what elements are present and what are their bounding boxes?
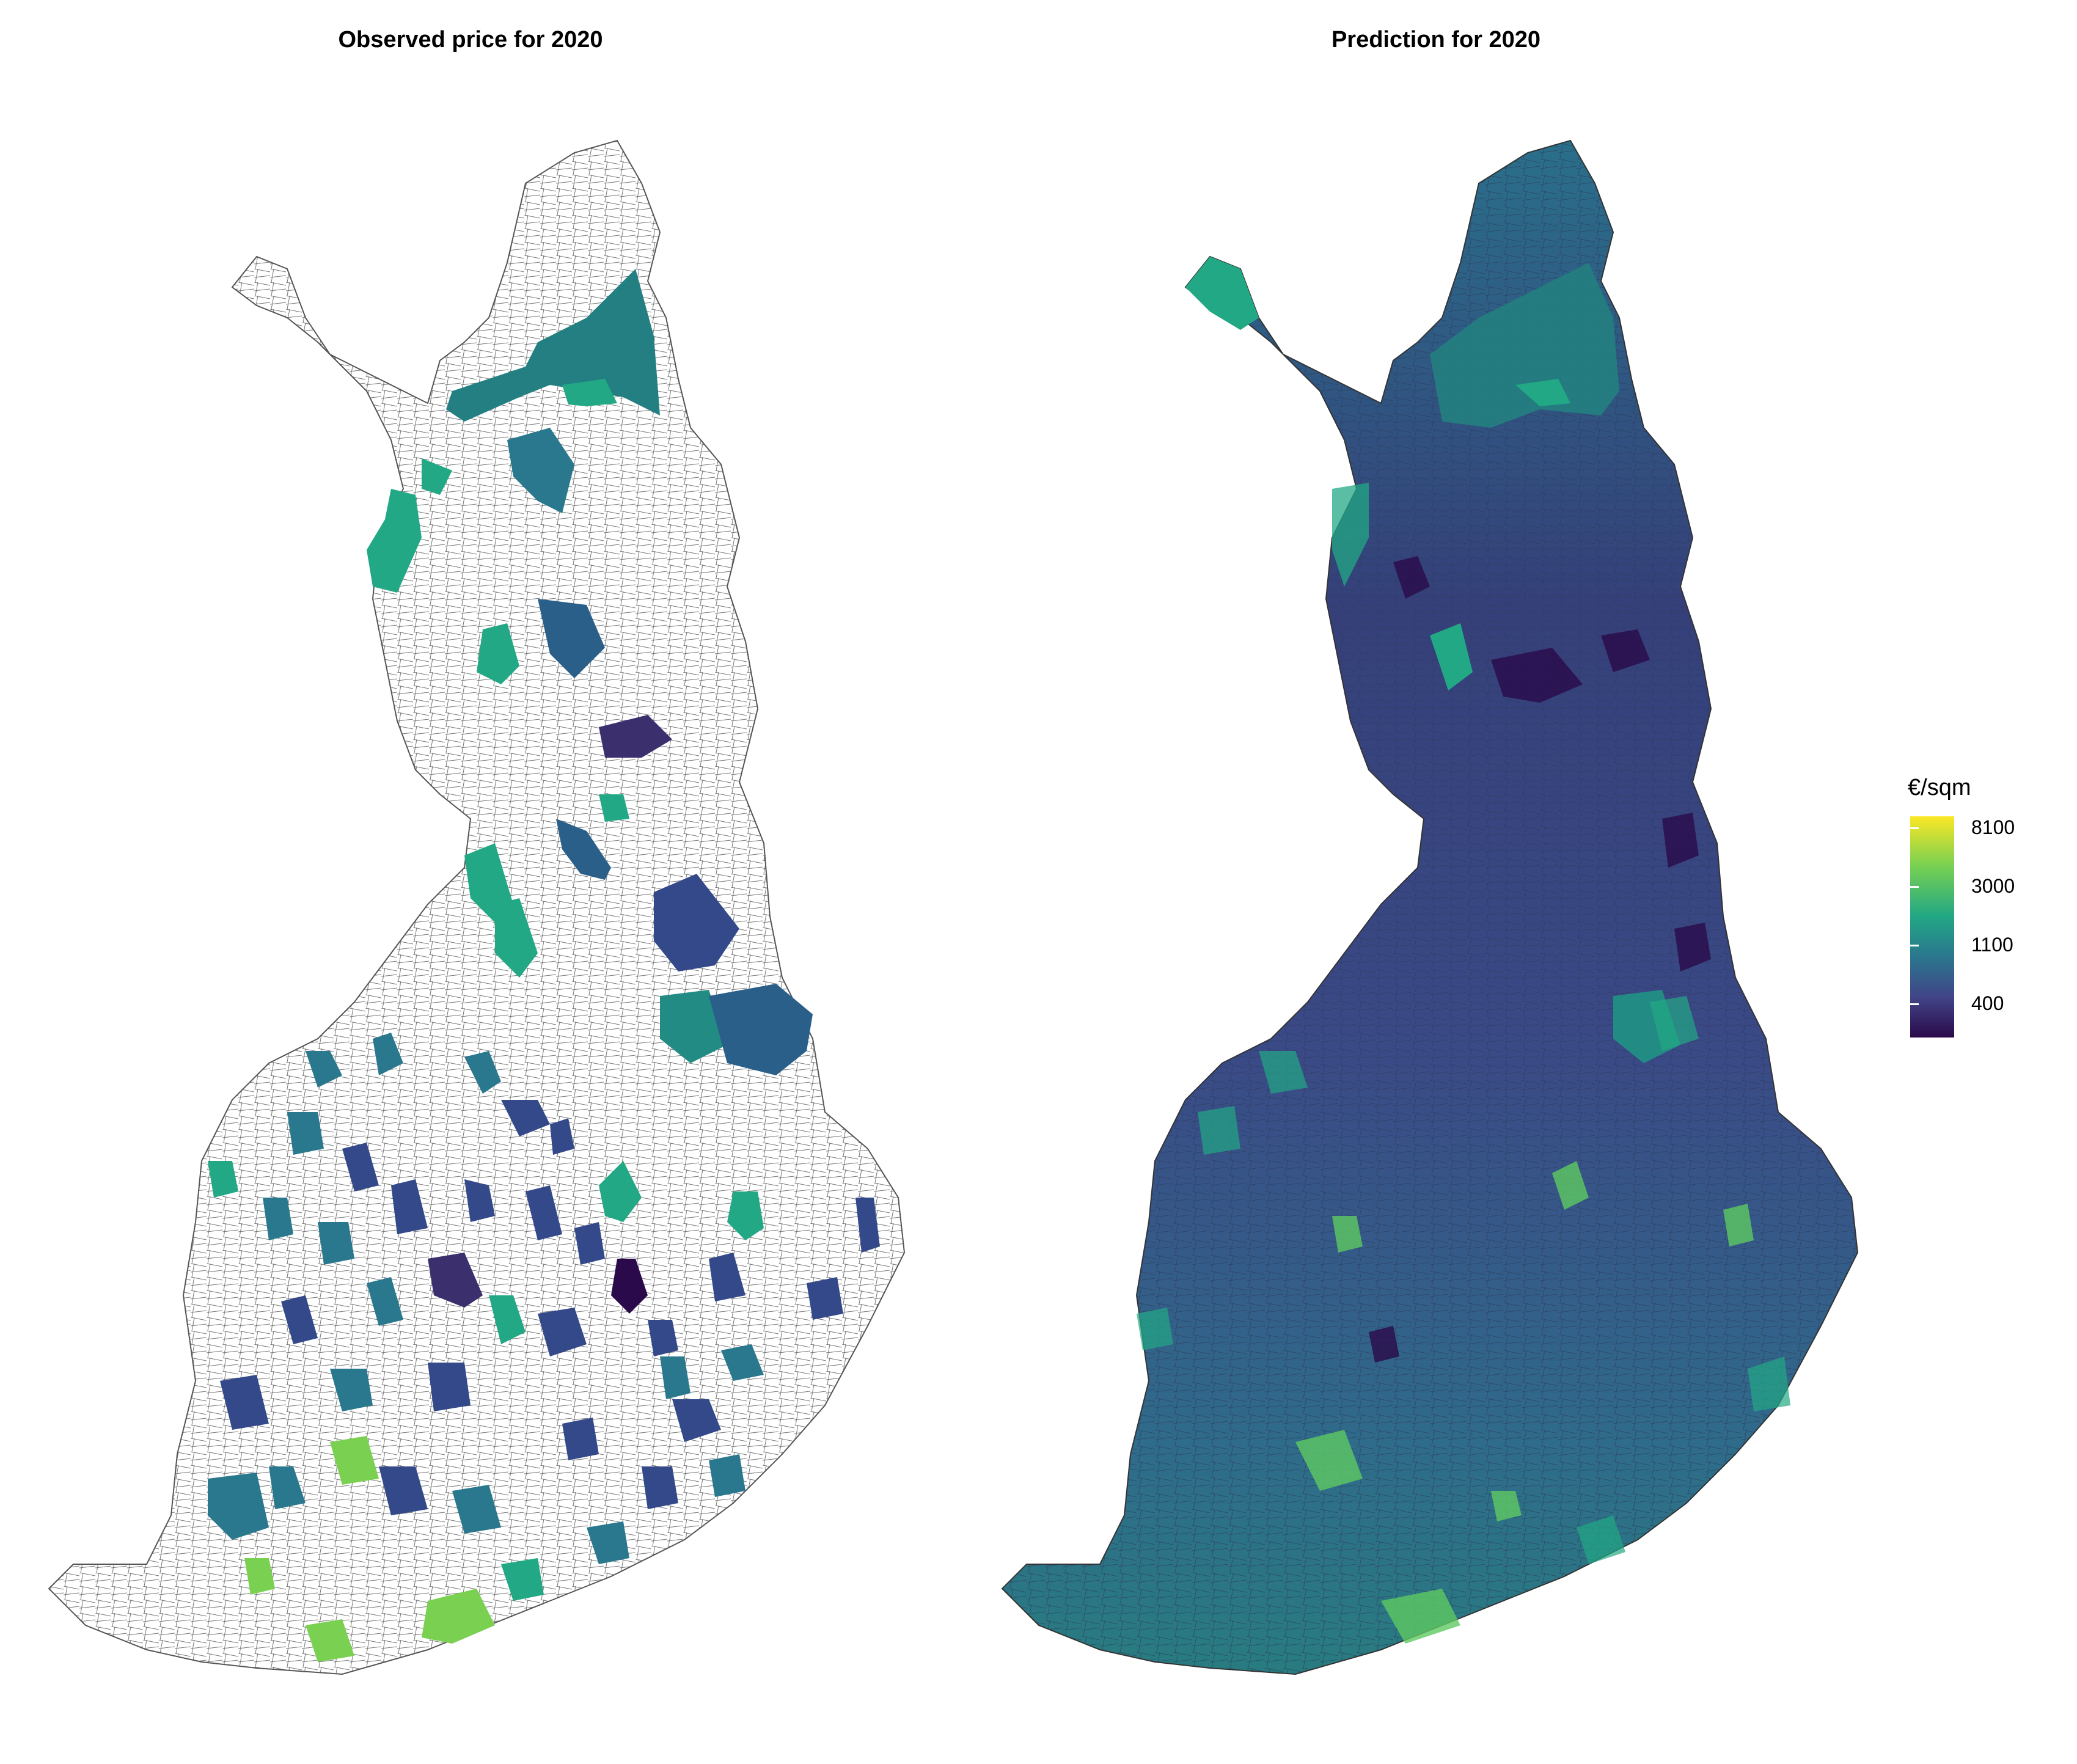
legend-title: €/sqm (1908, 775, 1971, 800)
region-observed (672, 1399, 721, 1442)
region-observed (422, 458, 452, 495)
region-observed (599, 715, 672, 758)
region-observed (507, 428, 574, 513)
region-prediction (1515, 379, 1570, 406)
legend-tick-label: 400 (1971, 992, 2004, 1014)
region-observed (538, 599, 605, 678)
color-scale-bar (1910, 816, 1954, 1038)
region-prediction (1430, 263, 1619, 428)
finland-outline-observed (48, 139, 906, 1675)
region-observed (727, 1191, 764, 1240)
region-observed (428, 1253, 483, 1308)
legend-tick-label: 8100 (1971, 816, 2015, 838)
legend-tick (1910, 1003, 1919, 1005)
prediction-map (1001, 139, 1859, 1675)
legend-tick (1910, 827, 1919, 829)
dark-regions-prediction (1369, 556, 1711, 1363)
legend-tick (1954, 827, 1963, 829)
region-observed (477, 623, 519, 684)
region-observed (599, 794, 629, 822)
region-observed (660, 990, 727, 1063)
bright-regions-prediction (1295, 1161, 1754, 1644)
legend-tick (1954, 945, 1963, 946)
legend-tick (1910, 886, 1919, 888)
legend-tick (1954, 1003, 1963, 1005)
legend-tick (1910, 945, 1919, 946)
region-observed (654, 874, 739, 972)
scattered-regions-observed (208, 1033, 880, 1662)
region-observed (599, 1161, 642, 1222)
teal-regions-prediction (1137, 996, 1790, 1564)
region-observed (611, 1259, 648, 1314)
region-prediction (1185, 257, 1259, 330)
region-observed (495, 898, 538, 978)
region-observed (709, 984, 813, 1075)
prediction-map-title: Prediction for 2020 (1331, 27, 1541, 53)
region-observed (556, 819, 611, 880)
legend-tick-label: 1100 (1971, 934, 2013, 956)
observed-map (48, 139, 906, 1675)
region-observed (562, 379, 617, 406)
region-prediction (1332, 483, 1369, 587)
legend-tick (1954, 886, 1963, 888)
observed-map-title: Observed price for 2020 (338, 27, 603, 53)
region-prediction (1430, 623, 1473, 690)
region-observed (367, 489, 422, 593)
legend-tick-label: 3000 (1971, 875, 2015, 897)
